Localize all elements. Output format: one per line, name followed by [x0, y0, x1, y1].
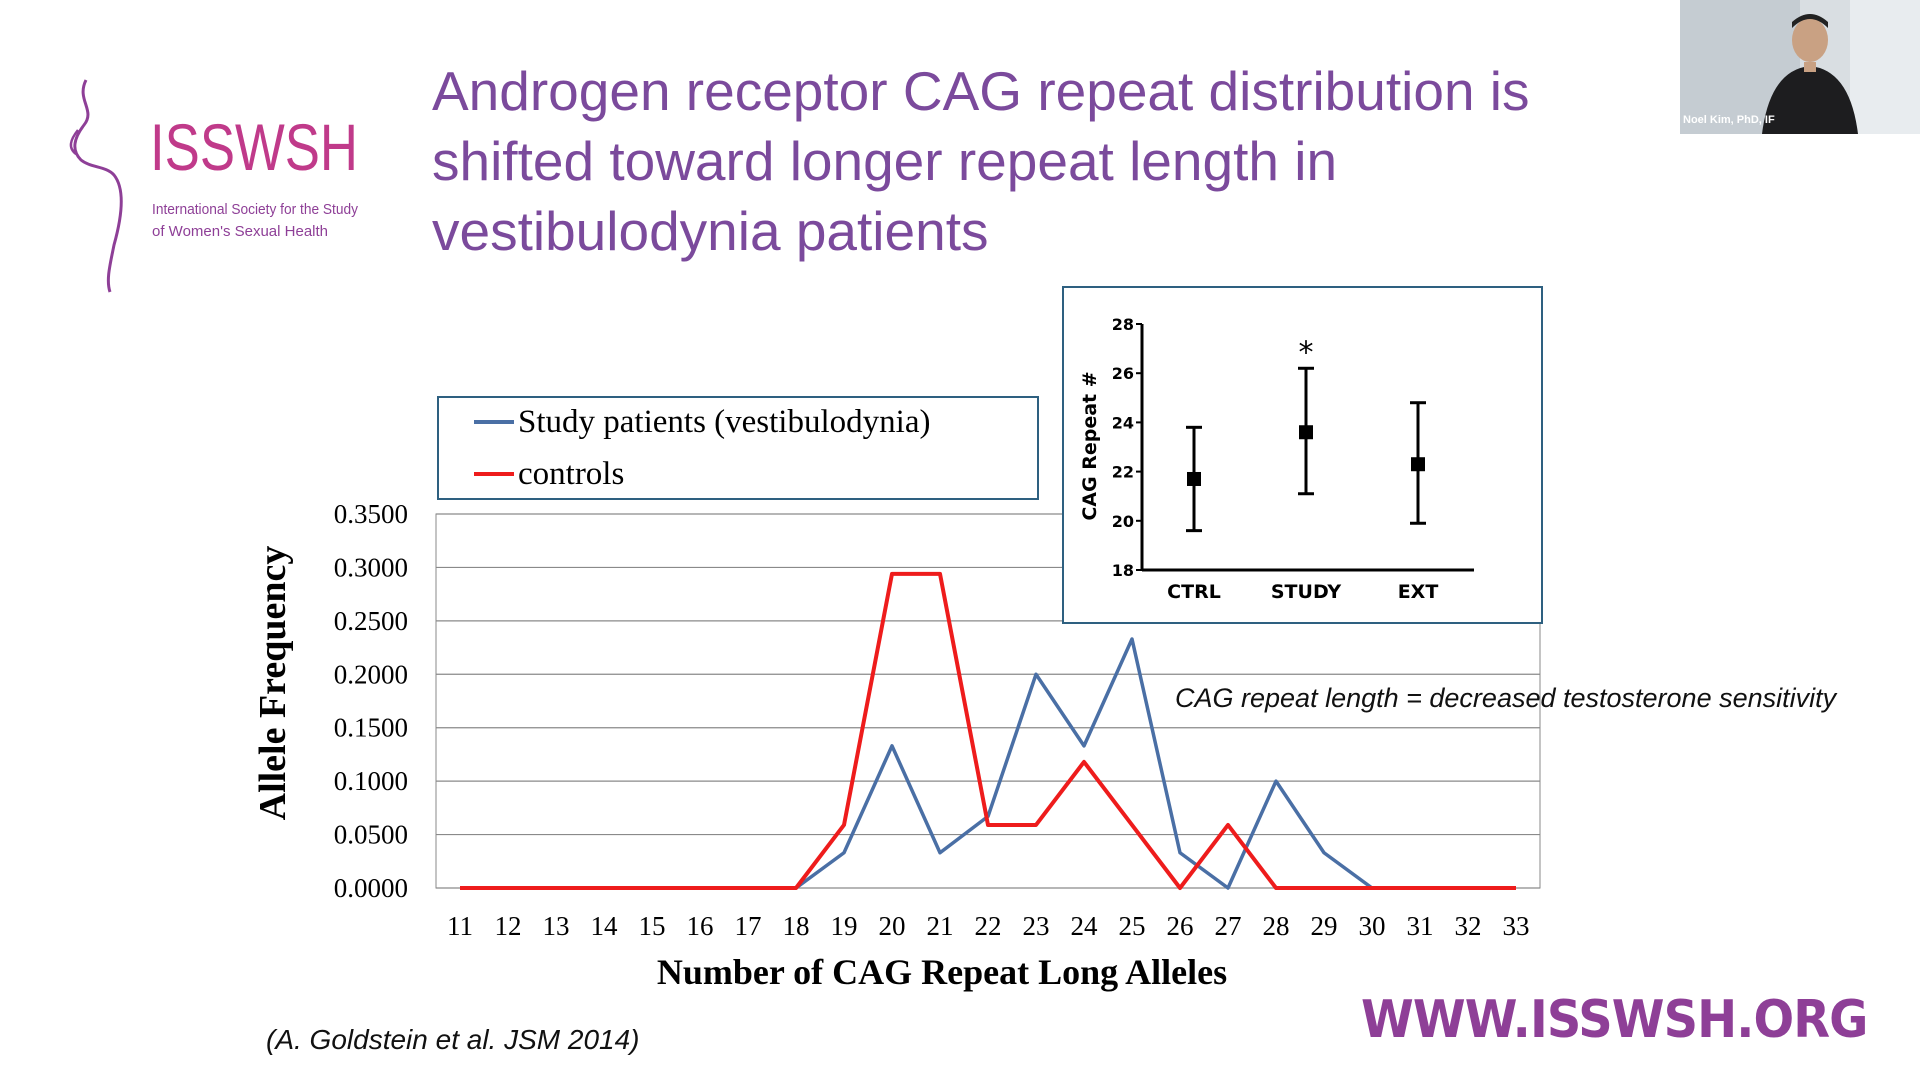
series-line-study [460, 637, 1516, 890]
legend-label-study: Study patients (vestibulodynia) [518, 404, 930, 440]
inset-x-tick-label: EXT [1398, 581, 1439, 603]
inset-x-tick-label: CTRL [1167, 581, 1221, 603]
inset-y-tick-label: 26 [1112, 364, 1134, 383]
series-line-controls [460, 571, 1516, 890]
y-tick-label: 0.2500 [334, 606, 408, 636]
x-tick-label: 29 [1311, 911, 1338, 941]
citation: (A. Goldstein et al. JSM 2014) [266, 1024, 640, 1055]
y-tick-label: 0.3500 [334, 499, 408, 529]
cag-repeat-inset-chart: 18 20 22 24 26 28 CTRL STUDY EXT * CAG Repeat # [1062, 286, 1543, 624]
title-line-2: shifted toward longer repeat length in [432, 130, 1338, 192]
y-tick-label: 0.2000 [334, 659, 408, 689]
x-tick-label: 30 [1359, 911, 1386, 941]
logo-name: ISSWSH [150, 110, 358, 184]
inset-y-axis-label: CAG Repeat # [1079, 371, 1101, 520]
y-tick-label: 0.1500 [334, 713, 408, 743]
x-tick-label: 16 [687, 911, 714, 941]
mean-marker [1299, 425, 1313, 440]
y-tick-label: 0.3000 [334, 552, 408, 582]
x-tick-label: 13 [543, 911, 570, 941]
title-line-1: Androgen receptor CAG repeat distributio… [432, 60, 1530, 122]
y-axis-label: Allele Frequency [252, 546, 294, 821]
inset-y-tick-label: 22 [1112, 463, 1134, 482]
participant-video[interactable] [1680, 0, 1920, 134]
logo-tagline-line1: International Society for the Study [152, 201, 358, 218]
x-tick-label: 31 [1407, 911, 1434, 941]
x-tick-label: 21 [927, 911, 954, 941]
x-tick-label: 33 [1503, 911, 1530, 941]
chart-annotation: CAG repeat length = decreased testostero… [1175, 683, 1837, 713]
x-tick-label: 26 [1167, 911, 1194, 941]
x-tick-label: 22 [975, 911, 1002, 941]
x-tick-label: 28 [1263, 911, 1290, 941]
x-tick-label: 12 [495, 911, 522, 941]
x-tick-label: 15 [639, 911, 666, 941]
slide-title: Androgen receptor CAG repeat distributio… [432, 56, 1662, 266]
y-tick-label: 0.0500 [334, 820, 408, 850]
participant-name: Noel Kim, PhD, IF [1683, 114, 1775, 126]
y-tick-label: 0.1000 [334, 766, 408, 796]
x-tick-label: 18 [783, 911, 810, 941]
isswsh-logo: ISSWSH International Society for the Stu… [69, 79, 358, 293]
website-url[interactable]: WWW.ISSWSH.ORG [1361, 990, 1869, 1050]
y-tick-label: 0.0000 [334, 873, 408, 903]
significance-marker: * [1299, 335, 1314, 370]
x-tick-label: 11 [447, 911, 473, 941]
inset-y-tick-label: 28 [1112, 315, 1134, 334]
x-tick-label: 24 [1071, 911, 1099, 941]
x-tick-label: 20 [879, 911, 906, 941]
mean-marker [1187, 471, 1201, 486]
x-tick-label: 17 [735, 911, 762, 941]
x-tick-label: 32 [1455, 911, 1482, 941]
x-tick-label: 27 [1215, 911, 1242, 941]
x-tick-label: 14 [591, 911, 619, 941]
inset-y-tick-label: 24 [1112, 413, 1134, 432]
mean-marker [1411, 457, 1425, 472]
x-tick-label: 25 [1119, 911, 1146, 941]
x-axis-label: Number of CAG Repeat Long Alleles [657, 952, 1227, 992]
inset-y-tick-label: 18 [1112, 561, 1134, 580]
inset-x-tick-label: STUDY [1271, 581, 1341, 603]
participant-video-feed [1680, 0, 1920, 134]
x-tick-label: 19 [831, 911, 858, 941]
inset-y-tick-label: 20 [1112, 512, 1134, 531]
logo-tagline-line2: of Women's Sexual Health [152, 223, 328, 240]
legend-label-controls: controls [518, 456, 624, 492]
chart-legend: Study patients (vestibulodynia) controls [437, 396, 1039, 500]
title-line-3: vestibulodynia patients [432, 200, 989, 262]
x-tick-label: 23 [1023, 911, 1050, 941]
